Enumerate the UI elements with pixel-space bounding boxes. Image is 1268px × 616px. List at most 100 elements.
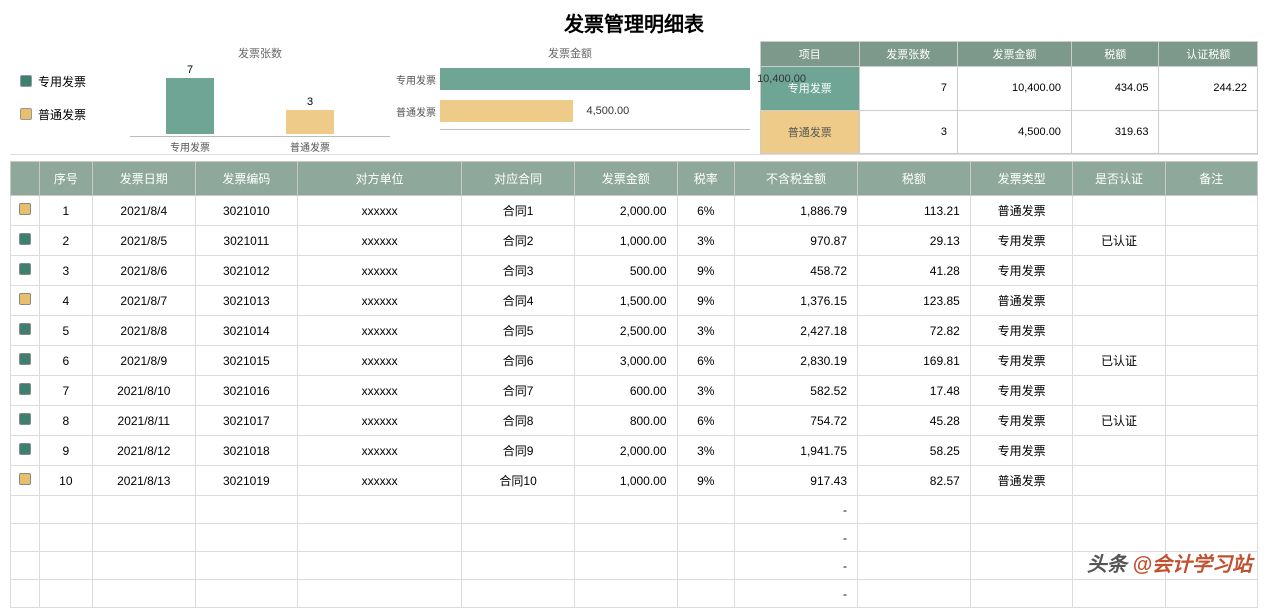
dot-icon xyxy=(19,233,31,245)
bar-column: 7 xyxy=(160,64,220,134)
cell-contract: 合同5 xyxy=(462,316,575,346)
dot-icon xyxy=(19,293,31,305)
empty-cell xyxy=(970,496,1073,524)
table-row[interactable]: 82021/8/113021017xxxxxx合同8800.006%754.72… xyxy=(11,406,1258,436)
cell-rate: 3% xyxy=(677,376,734,406)
table-header: 税率 xyxy=(677,162,734,196)
summary-cell: 244.22 xyxy=(1159,67,1258,111)
empty-cell xyxy=(39,524,92,552)
bar-x-label: 专用发票 xyxy=(160,139,220,154)
empty-cell xyxy=(1073,580,1165,608)
cell-net: 1,376.15 xyxy=(734,286,857,316)
cell-cert xyxy=(1073,376,1165,406)
table-row[interactable]: 62021/8/93021015xxxxxx合同63,000.006%2,830… xyxy=(11,346,1258,376)
table-row[interactable]: 72021/8/103021016xxxxxx合同7600.003%582.52… xyxy=(11,376,1258,406)
cell-party: xxxxxx xyxy=(298,346,462,376)
table-row[interactable]: 102021/8/133021019xxxxxx合同101,000.009%91… xyxy=(11,466,1258,496)
empty-cell xyxy=(11,580,40,608)
dashboard: 专用发票 普通发票 发票张数 7 3 专用发票普通发票 发票金额 专用发票 10… xyxy=(10,41,1258,155)
summary-header: 税额 xyxy=(1071,42,1159,67)
empty-cell xyxy=(970,580,1073,608)
cell-tax: 17.48 xyxy=(858,376,971,406)
cell-note xyxy=(1165,196,1257,226)
cell-amt: 800.00 xyxy=(574,406,677,436)
bar-value: 7 xyxy=(187,64,193,76)
chart-caption: 发票金额 xyxy=(390,45,750,61)
hbar-row: 专用发票 10,400.00 xyxy=(390,65,750,93)
cell-note xyxy=(1165,346,1257,376)
empty-cell xyxy=(677,552,734,580)
table-header xyxy=(11,162,40,196)
hbar: 4,500.00 xyxy=(440,100,573,122)
empty-cell xyxy=(574,552,677,580)
dot-icon xyxy=(19,443,31,455)
cell-contract: 合同6 xyxy=(462,346,575,376)
cell-amt: 1,500.00 xyxy=(574,286,677,316)
cell-type: 专用发票 xyxy=(970,436,1073,466)
cell-tax: 169.81 xyxy=(858,346,971,376)
row-type-indicator xyxy=(11,406,40,436)
cell-party: xxxxxx xyxy=(298,466,462,496)
cell-code: 3021016 xyxy=(195,376,298,406)
cell-note xyxy=(1165,286,1257,316)
empty-cell xyxy=(298,580,462,608)
cell-type: 专用发票 xyxy=(970,226,1073,256)
bar xyxy=(166,78,214,134)
summary-cell xyxy=(1159,110,1258,154)
cell-type: 专用发票 xyxy=(970,316,1073,346)
row-type-indicator xyxy=(11,316,40,346)
cell-seq: 10 xyxy=(39,466,92,496)
cell-tax: 113.21 xyxy=(858,196,971,226)
empty-cell xyxy=(858,552,971,580)
cell-note xyxy=(1165,406,1257,436)
table-row[interactable]: 12021/8/43021010xxxxxx合同12,000.006%1,886… xyxy=(11,196,1258,226)
empty-cell xyxy=(1165,496,1257,524)
table-row[interactable]: 22021/8/53021011xxxxxx合同21,000.003%970.8… xyxy=(11,226,1258,256)
dot-icon xyxy=(19,383,31,395)
chart-caption: 发票张数 xyxy=(130,45,390,61)
empty-cell xyxy=(11,524,40,552)
cell-tax: 45.28 xyxy=(858,406,971,436)
row-type-indicator xyxy=(11,256,40,286)
watermark-prefix: 头条 xyxy=(1087,554,1127,576)
cell-cert xyxy=(1073,286,1165,316)
watermark-highlight: @会计学习站 xyxy=(1132,554,1252,576)
cell-seq: 4 xyxy=(39,286,92,316)
summary-cell: 7 xyxy=(859,67,958,111)
empty-cell xyxy=(93,552,196,580)
hbar-y-label: 普通发票 xyxy=(390,104,440,119)
row-type-indicator xyxy=(11,226,40,256)
cell-date: 2021/8/12 xyxy=(93,436,196,466)
table-row[interactable]: 42021/8/73021013xxxxxx合同41,500.009%1,376… xyxy=(11,286,1258,316)
empty-cell xyxy=(462,552,575,580)
watermark: 头条 @会计学习站 xyxy=(1087,548,1252,577)
table-header: 对方单位 xyxy=(298,162,462,196)
cell-cert xyxy=(1073,316,1165,346)
cell-date: 2021/8/13 xyxy=(93,466,196,496)
bar-value: 3 xyxy=(307,96,313,108)
table-row[interactable]: 92021/8/123021018xxxxxx合同92,000.003%1,94… xyxy=(11,436,1258,466)
table-row-empty: - xyxy=(11,496,1258,524)
legend-label: 普通发票 xyxy=(38,106,86,123)
cell-party: xxxxxx xyxy=(298,316,462,346)
cell-note xyxy=(1165,316,1257,346)
cell-note xyxy=(1165,466,1257,496)
cell-cert xyxy=(1073,436,1165,466)
dot-icon xyxy=(19,473,31,485)
cell-party: xxxxxx xyxy=(298,286,462,316)
cell-net: 458.72 xyxy=(734,256,857,286)
table-row[interactable]: 52021/8/83021014xxxxxx合同52,500.003%2,427… xyxy=(11,316,1258,346)
table-header: 序号 xyxy=(39,162,92,196)
cell-seq: 7 xyxy=(39,376,92,406)
hbar: 10,400.00 xyxy=(440,68,750,90)
cell-rate: 9% xyxy=(677,286,734,316)
cell-amt: 2,000.00 xyxy=(574,196,677,226)
cell-code: 3021019 xyxy=(195,466,298,496)
cell-seq: 5 xyxy=(39,316,92,346)
cell-amt: 500.00 xyxy=(574,256,677,286)
cell-cert: 已认证 xyxy=(1073,406,1165,436)
cell-net: 582.52 xyxy=(734,376,857,406)
cell-net: 2,830.19 xyxy=(734,346,857,376)
table-row[interactable]: 32021/8/63021012xxxxxx合同3500.009%458.724… xyxy=(11,256,1258,286)
cell-code: 3021015 xyxy=(195,346,298,376)
